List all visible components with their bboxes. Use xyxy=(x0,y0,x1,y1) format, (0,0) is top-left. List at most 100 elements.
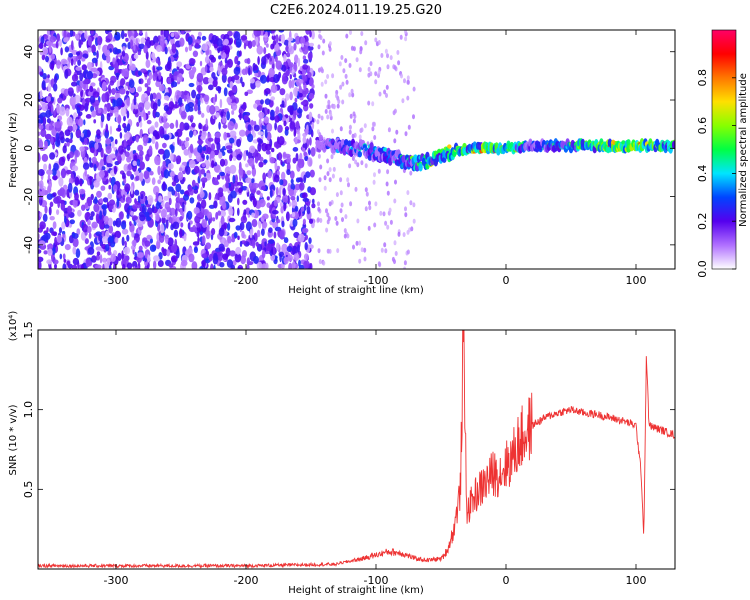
heatmap-cell xyxy=(371,126,375,132)
heatmap-cell xyxy=(316,217,320,223)
heatmap-cell xyxy=(148,145,153,155)
heatmap-cell xyxy=(105,138,112,145)
heatmap-cell xyxy=(191,261,198,269)
chart-title: C2E6.2024.011.19.25.G20 xyxy=(270,3,442,18)
bottom-x-axis-label: Height of straight line (km) xyxy=(288,585,424,596)
heatmap-cell xyxy=(179,207,183,216)
heatmap-cell xyxy=(224,45,230,55)
heatmap-cell xyxy=(168,197,172,206)
heatmap-cell xyxy=(249,145,256,154)
heatmap-cell xyxy=(328,167,332,173)
heatmap-cell xyxy=(280,33,285,44)
heatmap-cell xyxy=(48,264,52,269)
heatmap-cell xyxy=(98,170,105,178)
heatmap-cell xyxy=(155,92,162,102)
heatmap-cell xyxy=(38,249,42,254)
heatmap-cell xyxy=(171,43,177,54)
heatmap-cell xyxy=(296,195,299,202)
heatmap-cell xyxy=(132,108,139,115)
heatmap-cell xyxy=(228,207,234,216)
heatmap-cell xyxy=(263,30,270,33)
heatmap-cell xyxy=(218,243,225,252)
heatmap-cell xyxy=(157,260,164,267)
heatmap-cell xyxy=(264,241,267,247)
heatmap-cell xyxy=(40,112,47,118)
heatmap-cell xyxy=(302,76,306,86)
heatmap-cell xyxy=(201,235,206,245)
heatmap-cell xyxy=(173,104,180,109)
heatmap-cell xyxy=(393,259,396,265)
heatmap-cell xyxy=(254,99,262,105)
heatmap-cell xyxy=(177,136,180,146)
heatmap-cell xyxy=(107,236,114,243)
top-y-tick-label: -40 xyxy=(22,236,35,254)
heatmap-cell xyxy=(302,45,309,55)
heatmap-cell xyxy=(289,74,292,80)
heatmap-cell xyxy=(256,190,261,196)
heatmap-cell xyxy=(328,177,332,183)
heatmap-cell xyxy=(163,30,170,38)
heatmap-cell xyxy=(373,135,377,140)
heatmap-cell xyxy=(117,252,122,261)
heatmap-cell xyxy=(322,38,326,44)
heatmap-cell xyxy=(209,66,214,72)
heatmap-cell xyxy=(81,204,86,211)
heatmap-cell xyxy=(283,54,287,63)
heatmap-cell xyxy=(216,142,221,151)
heatmap-cell xyxy=(308,92,315,100)
heatmap-cell xyxy=(72,165,79,172)
heatmap-cell xyxy=(46,244,53,248)
heatmap-cell xyxy=(156,45,162,52)
heatmap-cell xyxy=(121,228,129,235)
heatmap-cell xyxy=(326,158,330,164)
heatmap-cell xyxy=(114,31,121,41)
heatmap-cell xyxy=(39,180,44,190)
heatmap-cell xyxy=(367,100,371,106)
heatmap-cell xyxy=(257,138,263,144)
heatmap-cell xyxy=(116,197,120,208)
heatmap-cell xyxy=(261,263,268,269)
heatmap-cell xyxy=(62,253,66,260)
heatmap-cell xyxy=(229,154,233,162)
heatmap-cell xyxy=(162,142,167,149)
heatmap-cell xyxy=(82,223,89,233)
heatmap-cell xyxy=(364,206,368,212)
heatmap-cell xyxy=(53,110,56,117)
heatmap-cell xyxy=(217,86,221,94)
heatmap-cell xyxy=(374,79,378,85)
heatmap-cell xyxy=(290,178,294,184)
heatmap-cell xyxy=(271,147,275,153)
heatmap-cell xyxy=(192,225,197,232)
heatmap-cell xyxy=(118,145,124,155)
heatmap-cell xyxy=(222,52,227,59)
heatmap-cell xyxy=(200,177,208,184)
heatmap-cell xyxy=(72,257,80,266)
heatmap-cell xyxy=(383,89,387,95)
heatmap-cell xyxy=(154,155,161,166)
heatmap-cell xyxy=(365,191,369,197)
heatmap-cell xyxy=(87,226,92,234)
heatmap-cell xyxy=(158,148,165,155)
heatmap-cell xyxy=(64,129,71,137)
heatmap-cell xyxy=(282,152,286,158)
heatmap-cell xyxy=(293,130,297,137)
ridge-cell xyxy=(447,144,452,149)
heatmap-cell xyxy=(126,234,130,242)
heatmap-cell xyxy=(263,116,269,124)
heatmap-cell xyxy=(72,237,79,248)
heatmap-cell xyxy=(210,150,216,159)
heatmap-cell xyxy=(132,260,138,269)
heatmap-cell xyxy=(66,260,71,267)
heatmap-cell xyxy=(126,156,132,163)
heatmap-cell xyxy=(208,77,214,84)
heatmap-cell xyxy=(187,36,193,45)
heatmap-cell xyxy=(291,261,296,269)
heatmap-cell xyxy=(322,260,326,266)
heatmap-cell xyxy=(259,192,263,198)
heatmap-cell xyxy=(64,69,69,79)
heatmap-cell xyxy=(78,39,82,49)
heatmap-cell xyxy=(171,181,177,187)
heatmap-cell xyxy=(281,76,288,85)
heatmap-cell xyxy=(50,136,54,145)
